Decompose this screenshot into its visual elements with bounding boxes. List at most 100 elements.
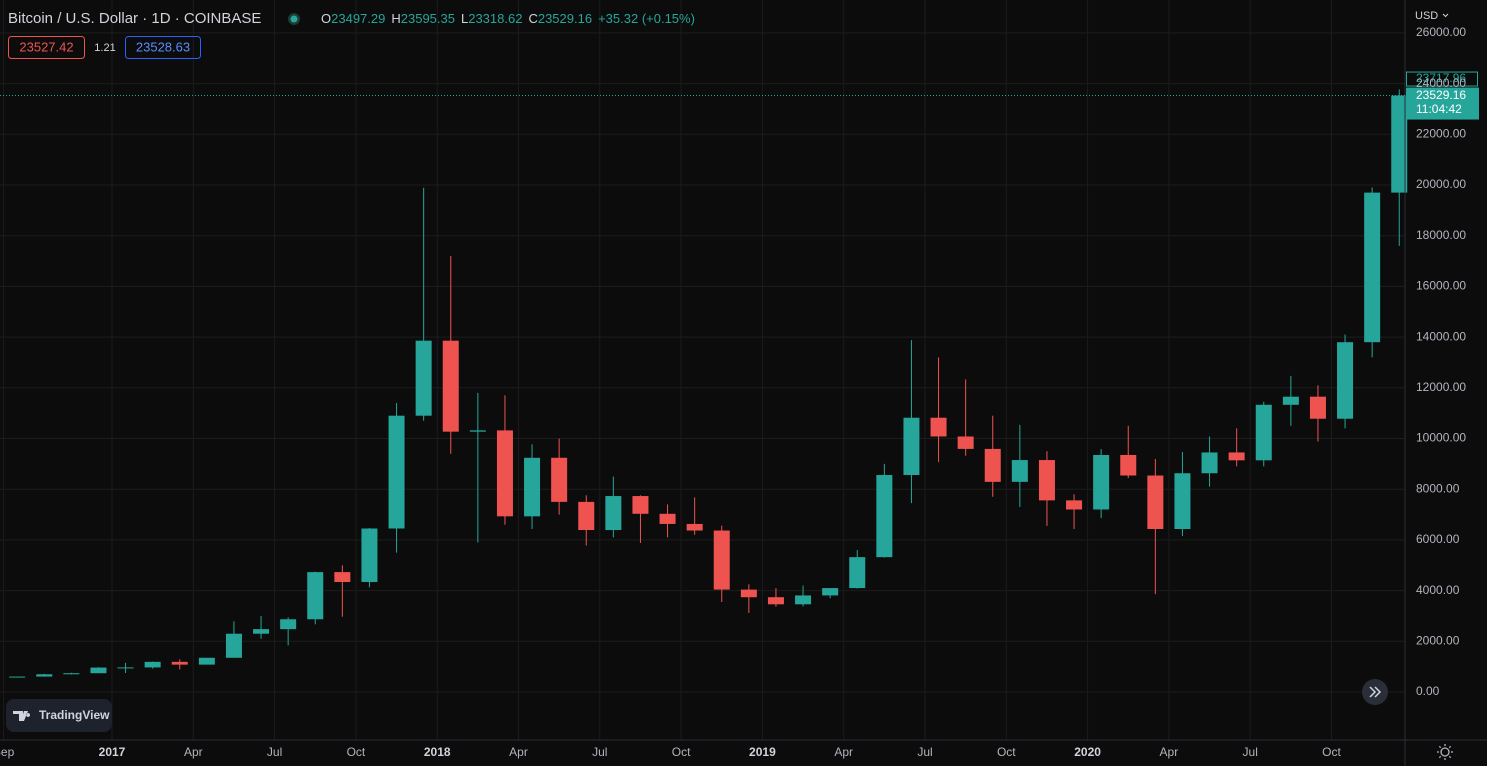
x-tick-label: Apr <box>1160 745 1179 759</box>
candle-body <box>36 674 53 677</box>
high-tag <box>1406 71 1478 87</box>
candle-body <box>496 430 513 517</box>
last-price-tag <box>1406 87 1479 120</box>
x-tick-label: 2018 <box>424 745 451 759</box>
high-tag-label: 23717.96 <box>1416 71 1466 85</box>
x-tick-label: Oct <box>347 745 366 759</box>
sell-box[interactable] <box>8 36 85 59</box>
candle-body <box>1309 396 1326 419</box>
ohlc-value: 23318.62 <box>468 11 522 26</box>
candle-body <box>1364 192 1381 343</box>
candle-body <box>524 457 541 517</box>
branding-logo <box>13 711 31 721</box>
buy-price: 23528.63 <box>136 39 190 54</box>
y-tick-label: 20000.00 <box>1416 177 1466 191</box>
x-tick-label: Apr <box>184 745 203 759</box>
x-tick-label: Jul <box>592 745 607 759</box>
candle-body <box>253 629 270 634</box>
last-price-label: 23529.16 <box>1416 88 1466 102</box>
candle-body <box>469 430 486 432</box>
candle-body <box>930 417 947 437</box>
x-tick-label: Jul <box>1243 745 1258 759</box>
candle-body <box>117 667 134 669</box>
candle-body <box>1391 95 1408 193</box>
x-tick-label: Apr <box>509 745 528 759</box>
candle-body <box>632 496 649 514</box>
y-tick-label: 24000.00 <box>1416 76 1466 90</box>
status-dot <box>290 15 298 23</box>
candle-body <box>9 676 26 678</box>
branding-badge[interactable] <box>6 699 112 732</box>
x-tick-label: Oct <box>1322 745 1341 759</box>
candle-body <box>767 597 784 605</box>
y-tick-label: 12000.00 <box>1416 380 1466 394</box>
candle-body <box>63 673 80 675</box>
currency-caret <box>1442 13 1449 18</box>
candle-body <box>849 557 866 589</box>
candle-body <box>1282 396 1299 405</box>
candle-body <box>1093 454 1110 510</box>
candle-body <box>442 340 459 432</box>
candle-body <box>984 448 1001 482</box>
spread: 1.21 <box>94 42 115 54</box>
candle-body <box>225 633 242 658</box>
y-tick-label: 26000.00 <box>1416 25 1466 39</box>
y-tick-label: 6000.00 <box>1416 532 1460 546</box>
buy-box[interactable] <box>125 36 201 59</box>
x-tick-label: Sep <box>0 745 15 759</box>
candle-body <box>415 340 432 416</box>
candle-body <box>388 415 405 529</box>
ohlc-key: L <box>461 11 468 26</box>
candle-body <box>903 417 920 476</box>
candle-body <box>1011 460 1028 482</box>
candle-body <box>90 667 107 674</box>
candle-body <box>1255 404 1272 461</box>
symbol-title[interactable]: Bitcoin / U.S. Dollar · 1D · COINBASE <box>8 10 261 27</box>
x-tick-label: 2019 <box>749 745 776 759</box>
candle-body <box>876 475 893 558</box>
candle-body <box>605 496 622 531</box>
candle-body <box>1038 460 1055 501</box>
candle-body <box>578 501 595 531</box>
x-tick-label: Jul <box>917 745 932 759</box>
candle-body <box>713 530 730 590</box>
ohlc-change: +35.32 (+0.15%) <box>598 11 695 26</box>
scroll-right-icon <box>1369 686 1382 698</box>
candle-body <box>1201 452 1218 474</box>
ohlc-value: 23529.16 <box>538 11 592 26</box>
candle-body <box>1174 473 1191 530</box>
y-tick-label: 4000.00 <box>1416 583 1460 597</box>
branding-text: TradingView <box>39 708 110 722</box>
x-tick-label: 2017 <box>99 745 126 759</box>
sell-price: 23527.42 <box>19 39 73 54</box>
ohlc-key: H <box>391 11 400 26</box>
candle-body <box>822 588 839 596</box>
y-tick-label: 8000.00 <box>1416 481 1460 495</box>
candle-body <box>1147 475 1164 530</box>
currency-select[interactable]: USD <box>1415 10 1438 22</box>
settings-rays <box>1437 744 1453 760</box>
candle-body <box>361 528 378 582</box>
ohlc-key: C <box>528 11 537 26</box>
candle-body <box>686 523 703 531</box>
settings-icon[interactable] <box>1440 747 1450 757</box>
candle-body <box>307 572 324 620</box>
candle-body <box>795 595 812 605</box>
candle-body <box>1228 452 1245 461</box>
y-tick-label: 22000.00 <box>1416 126 1466 140</box>
y-tick-label: 10000.00 <box>1416 431 1466 445</box>
ohlc-key: O <box>321 11 331 26</box>
x-tick-label: Oct <box>997 745 1016 759</box>
candle-body <box>334 572 351 582</box>
candle-body <box>659 513 676 524</box>
y-tick-label: 18000.00 <box>1416 228 1466 242</box>
candle-body <box>171 661 188 665</box>
x-tick-label: Jul <box>267 745 282 759</box>
candle-body <box>1066 500 1083 510</box>
y-tick-label: 16000.00 <box>1416 279 1466 293</box>
candle-body <box>551 457 568 502</box>
x-tick-label: Oct <box>672 745 691 759</box>
